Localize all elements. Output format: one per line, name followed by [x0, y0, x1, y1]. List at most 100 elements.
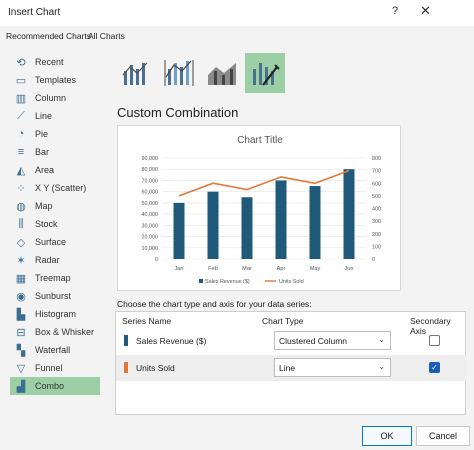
header-series-name: Series Name: [122, 316, 172, 326]
funnel-icon: ▽: [16, 362, 26, 375]
legend-swatch-sales-revenue: [199, 279, 203, 283]
pie-icon: ◔: [17, 128, 25, 140]
tab-all-charts[interactable]: All Charts: [88, 31, 125, 41]
combo-thumb-4-icon: [253, 63, 280, 86]
series-row-units-sold[interactable]: Units Sold Line ⌄ ✓: [116, 355, 467, 381]
secondary-axis-checkbox-units-sold[interactable]: ✓: [429, 362, 440, 373]
sidebar-item-waterfall[interactable]: ▚ Waterfall: [10, 341, 100, 359]
sidebar-item-label: Column: [35, 93, 67, 103]
sidebar-item-label: Bar: [35, 147, 50, 157]
sidebar-item-line[interactable]: ⟋ Line: [10, 107, 100, 125]
y-primary-tick-label: 70,000: [142, 178, 159, 184]
y-primary-tick-label: 60,000: [142, 190, 159, 196]
sidebar-item-label: Histogram: [35, 309, 77, 319]
y-secondary-tick-label: 600: [372, 181, 381, 187]
header-secondary-axis: Secondary Axis: [410, 316, 451, 336]
y-secondary-tick-label: 300: [372, 219, 381, 225]
x-tick-label: Jan: [174, 266, 183, 272]
sidebar-item-recent[interactable]: ⟲ Recent: [10, 53, 100, 71]
y-primary-tick-label: 90,000: [142, 156, 159, 162]
cancel-button[interactable]: Cancel: [416, 426, 470, 446]
radar-icon: ✶: [16, 254, 26, 267]
chart-type-select-units-sold[interactable]: Line ⌄: [274, 358, 391, 377]
sidebar-item-label: Funnel: [35, 363, 63, 373]
bar-may: [309, 186, 321, 259]
treemap-icon: ▦: [15, 272, 27, 285]
x-tick-label: Feb: [208, 266, 218, 272]
legend-label-sales-revenue: Sales Revenue ($): [205, 279, 250, 285]
sidebar-item-funnel[interactable]: ▽ Funnel: [10, 359, 100, 377]
stacked-area-column-thumb[interactable]: [202, 53, 242, 93]
title-bar: Insert Chart ? ✕: [0, 0, 474, 26]
bar-feb: [207, 191, 219, 259]
chart-title: Chart Title: [237, 135, 283, 146]
sidebar-item-templates[interactable]: ▭ Templates: [10, 71, 100, 89]
sidebar-item-label: Waterfall: [35, 345, 71, 355]
series-prompt: Choose the chart type and axis for your …: [117, 299, 312, 309]
sidebar-item-label: Box & Whisker: [35, 327, 95, 337]
clustered-column-line-thumb[interactable]: [116, 53, 156, 93]
y-secondary-tick-label: 800: [372, 156, 381, 162]
bar-icon: ≡: [17, 146, 25, 158]
y-primary-tick-label: 50,000: [142, 201, 159, 207]
sidebar-item-pie[interactable]: ◔ Pie: [10, 125, 100, 143]
sidebar-item-combo[interactable]: ▟ Combo: [10, 377, 100, 395]
sidebar-item-radar[interactable]: ✶ Radar: [10, 251, 100, 269]
sidebar-item-bar[interactable]: ≡ Bar: [10, 143, 100, 161]
bar-apr: [275, 180, 287, 259]
series-row-sales-revenue[interactable]: Sales Revenue ($) Clustered Column ⌄: [116, 328, 467, 354]
sidebar-item-histogram[interactable]: ▙ Histogram: [10, 305, 100, 323]
sidebar-item-map[interactable]: ◍ Map: [10, 197, 100, 215]
sidebar-item-label: Pie: [35, 129, 49, 139]
units-sold-line: [178, 169, 350, 197]
x-tick-label: May: [310, 266, 321, 272]
sidebar-item-x-y-scatter[interactable]: ⁘ X Y (Scatter): [10, 179, 100, 197]
series-color-swatch: [124, 362, 128, 373]
y-primary-tick-label: 10,000: [142, 246, 159, 252]
ok-button[interactable]: OK: [362, 426, 412, 446]
y-secondary-tick-label: 400: [372, 207, 381, 213]
y-secondary-tick-label: 200: [372, 232, 381, 238]
custom-combination-thumb[interactable]: [245, 53, 285, 93]
chart-type-value: Clustered Column: [279, 336, 348, 346]
sidebar-item-sunburst[interactable]: ◉ Sunburst: [10, 287, 100, 305]
help-button[interactable]: ?: [392, 5, 399, 17]
sidebar-item-label: Stock: [35, 219, 58, 229]
close-button[interactable]: ✕: [420, 3, 431, 18]
recent-icon: ⟲: [16, 56, 26, 69]
clustered-column-line-secondary-thumb[interactable]: [159, 53, 199, 93]
combo-chart-svg: Chart Title 0 10,000 20,000 30,000 40,000 50,0…: [142, 135, 382, 285]
sidebar-item-column[interactable]: ▥ Column: [10, 89, 100, 107]
y-secondary-tick-label: 0: [372, 257, 375, 263]
header-chart-type: Chart Type: [262, 316, 304, 326]
sidebar-item-box-whisker[interactable]: ⊟ Box & Whisker: [10, 323, 100, 341]
surface-icon: ◇: [16, 236, 26, 249]
legend-label-units-sold: Units Sold: [279, 279, 304, 285]
sidebar-item-area[interactable]: ◭ Area: [10, 161, 100, 179]
sidebar-item-label: Templates: [35, 75, 77, 85]
sidebar-item-label: Line: [35, 111, 53, 121]
secondary-axis-checkbox-sales-revenue[interactable]: [429, 335, 440, 346]
sidebar-item-stock[interactable]: ⫼ Stock: [10, 215, 100, 233]
sidebar-item-label: Radar: [35, 255, 60, 265]
bar-jan: [173, 202, 185, 259]
tab-recommended-charts[interactable]: Recommended Charts: [6, 31, 92, 41]
stock-icon: ⫼: [18, 217, 24, 230]
line-icon: ⟋: [17, 109, 25, 122]
sidebar-item-label: Surface: [35, 237, 67, 247]
chart-type-sidebar: ⟲ Recent ▭ Templates ▥ Column ⟋ Line ◔ Pie ≡ Bar ◭ Ar…: [10, 53, 100, 395]
sunburst-icon: ◉: [16, 290, 26, 303]
sidebar-item-treemap[interactable]: ▦ Treemap: [10, 269, 100, 287]
chart-type-select-sales-revenue[interactable]: Clustered Column ⌄: [274, 331, 391, 350]
x-tick-label: Apr: [277, 266, 286, 272]
column-icon: ▥: [15, 92, 27, 105]
bar-mar: [241, 197, 253, 259]
sidebar-item-surface[interactable]: ◇ Surface: [10, 233, 100, 251]
sidebar-item-label: X Y (Scatter): [35, 183, 87, 193]
dialog-title: Insert Chart: [8, 7, 61, 18]
sidebar-item-label: Recent: [35, 57, 64, 67]
scatter-icon: ⁘: [16, 182, 26, 195]
chart-preview: Chart Title 0 10,000 20,000 30,000 40,000 50,0…: [117, 125, 401, 291]
y-secondary-tick-label: 500: [372, 194, 381, 200]
